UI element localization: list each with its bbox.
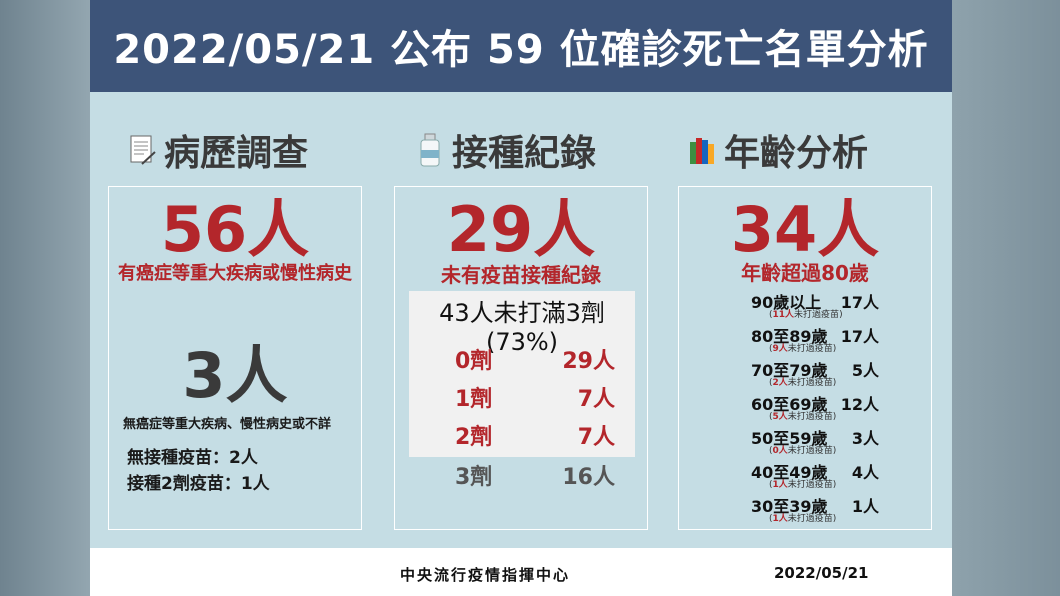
age-count-value: 17人 — [840, 327, 879, 346]
age-note-num: 9人 — [772, 344, 788, 354]
footer-bar: 中央流行疫情指揮中心 2022/05/21 — [90, 548, 952, 596]
age-note-num: 0人 — [772, 446, 788, 456]
age-row: 50至59歲 3人 (0人未打過疫苗) — [751, 425, 891, 456]
section-vaccine-label: 接種紀錄 — [452, 133, 597, 174]
age-note-num: 2人 — [772, 378, 788, 388]
vaccine-card: 29人 未有疫苗接種紀錄 43人未打滿3劑(73%) 0劑 29人 1劑 7人 … — [394, 186, 648, 530]
vaccine-vial-icon — [416, 132, 446, 168]
right-backdrop — [952, 0, 1060, 596]
dose-count: 7人 — [577, 425, 615, 450]
footer-org: 中央流行疫情指揮中心 — [400, 566, 571, 584]
history-desc-without: 無癌症等重大疾病、慢性病史或不詳 — [123, 417, 332, 432]
history-line-unvaccinated: 無接種疫苗：2人 — [127, 448, 258, 468]
age-range: 30至39歲 — [751, 497, 828, 516]
age-count: 34人 — [730, 193, 880, 266]
age-count-value: 3人 — [851, 429, 879, 448]
age-desc: 年齡超過80歲 — [741, 261, 869, 285]
document-icon — [128, 132, 158, 168]
age-row: 70至79歲 5人 (2人未打過疫苗) — [751, 357, 891, 388]
left-backdrop — [0, 0, 90, 596]
age-note-text: 未打過疫苗 — [787, 378, 833, 388]
dose-label: 2劑 — [455, 425, 493, 450]
dose-summary: 43人未打滿3劑(73%) — [439, 299, 605, 356]
age-note-text: 未打過疫苗 — [787, 412, 833, 422]
dose-count: 16人 — [562, 465, 615, 490]
age-note-num: 1人 — [772, 514, 788, 524]
books-icon — [688, 132, 718, 168]
dose-label: 0劑 — [455, 349, 493, 374]
history-desc-with: 有癌症等重大疾病或慢性病史 — [118, 263, 352, 284]
age-range: 80至89歲 — [751, 327, 828, 346]
dose-count: 7人 — [577, 387, 615, 412]
age-range: 50至59歲 — [751, 429, 828, 448]
age-row: 80至89歲 17人 (9人未打過疫苗) — [751, 323, 891, 354]
age-note-text: 未打過疫苗 — [787, 446, 833, 456]
age-note-num: 5人 — [772, 412, 788, 422]
age-count-value: 17人 — [840, 293, 879, 312]
age-row: 90歲以上 17人 (11人未打過疫苗) — [751, 289, 891, 320]
history-line-two-doses: 接種2劑疫苗：1人 — [127, 474, 270, 494]
vaccine-count: 29人 — [446, 193, 596, 266]
history-card: 56人 有癌症等重大疾病或慢性病史 3人 無癌症等重大疾病、慢性病史或不詳 無接… — [108, 186, 362, 530]
dose-table: 43人未打滿3劑(73%) 0劑 29人 1劑 7人 2劑 7人 — [409, 291, 635, 457]
infographic-panel: 2022/05/21 公布 59 位確診死亡名單分析 病歷調查 56人 有癌症等… — [90, 0, 952, 596]
dose-label: 3劑 — [455, 465, 493, 490]
age-card: 34人 年齡超過80歲 90歲以上 17人 (11人未打過疫苗) 80至89歲 17… — [678, 186, 932, 530]
dose-count: 29人 — [562, 349, 615, 374]
age-row: 60至69歲 12人 (5人未打過疫苗) — [751, 391, 891, 422]
section-vaccine-title: 接種紀錄 — [416, 126, 596, 174]
page-title: 2022/05/21 公布 59 位確診死亡名單分析 — [90, 0, 952, 92]
age-row: 40至49歲 4人 (1人未打過疫苗) — [751, 459, 891, 490]
age-range: 40至49歲 — [751, 463, 828, 482]
age-count-value: 4人 — [851, 463, 879, 482]
footer-date: 2022/05/21 — [774, 564, 869, 582]
age-note-num: 11人 — [772, 310, 795, 320]
age-range: 60至69歲 — [751, 395, 828, 414]
age-note-text: 未打過疫苗 — [787, 344, 833, 354]
section-age-title: 年齡分析 — [688, 126, 868, 174]
age-count-value: 12人 — [840, 395, 879, 414]
section-history-label: 病歷調查 — [164, 133, 309, 174]
age-note-text: 未打過疫苗 — [787, 480, 833, 490]
section-history-title: 病歷調查 — [128, 126, 308, 174]
dose-label: 1劑 — [455, 387, 493, 412]
age-note-text: 未打過疫苗 — [794, 310, 840, 320]
history-count-with: 56人 — [160, 193, 310, 266]
vaccine-desc: 未有疫苗接種紀錄 — [441, 263, 601, 287]
age-count-value: 5人 — [851, 361, 879, 380]
age-row: 30至39歲 1人 (1人未打過疫苗) — [751, 493, 891, 524]
section-age-label: 年齡分析 — [724, 133, 869, 174]
age-count-value: 1人 — [851, 497, 879, 516]
age-note-num: 1人 — [772, 480, 788, 490]
age-range: 70至79歲 — [751, 361, 828, 380]
age-range: 90歲以上 — [751, 293, 822, 312]
age-note-text: 未打過疫苗 — [787, 514, 833, 524]
history-count-without: 3人 — [182, 339, 288, 412]
